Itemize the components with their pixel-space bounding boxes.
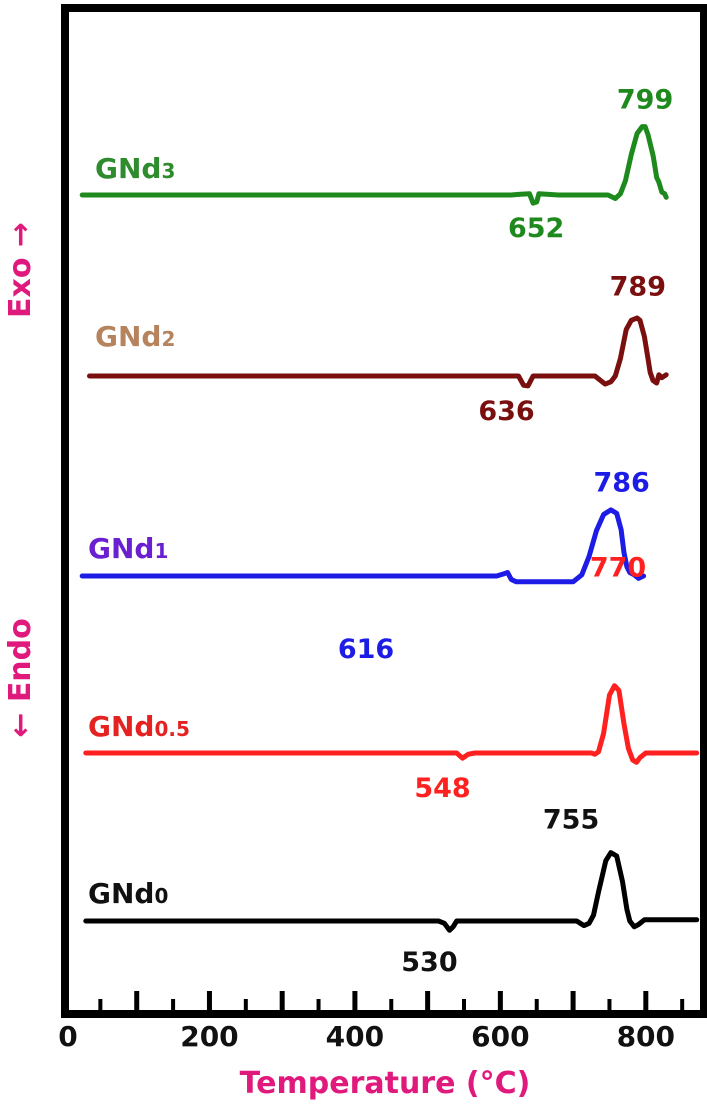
peak-temperature-label: 530	[401, 947, 457, 978]
x-tick	[534, 999, 539, 1014]
peak-temperature-label: 616	[338, 634, 394, 665]
x-tick	[680, 999, 685, 1014]
x-tick	[98, 999, 103, 1014]
peak-temperature-label: 548	[414, 773, 470, 804]
series-name-label: GNd0	[88, 877, 168, 910]
series-GNd1: GNd1 616 786	[79, 468, 650, 665]
series-name-label: GNd2	[95, 320, 175, 353]
peak-temperature-label: 789	[610, 272, 666, 303]
x-tick-label: 200	[180, 1020, 238, 1053]
plot-frame	[61, 4, 707, 1018]
x-tick	[279, 991, 285, 1014]
y-axis-label-endo: ← Endo	[3, 618, 38, 738]
x-tick-label: 400	[326, 1020, 384, 1053]
x-tick-label: 600	[471, 1020, 529, 1053]
x-tick	[206, 991, 212, 1014]
series-name-label: GNd3	[95, 152, 175, 185]
series-line	[79, 124, 669, 206]
series-line	[87, 315, 669, 389]
x-tick	[497, 991, 503, 1014]
x-tick	[352, 991, 358, 1014]
x-ticks	[98, 991, 685, 1014]
x-tick	[462, 999, 466, 1014]
x-tick	[171, 999, 176, 1014]
peak-temperature-label: 770	[590, 553, 646, 584]
peak-temperature-label: 786	[593, 468, 649, 499]
series-layer: GNd3 652 799 GNd2 636 789 GNd1 616 786 GNd0.5 548 7…	[79, 85, 700, 978]
peak-temperature-label: 799	[617, 85, 673, 116]
series-name-label: GNd0.5	[88, 710, 190, 743]
x-tick	[643, 991, 649, 1014]
series-line	[83, 683, 700, 765]
series-line	[79, 507, 647, 585]
series-line	[83, 850, 700, 933]
x-axis-title: Temperature (°C)	[240, 1066, 531, 1101]
x-tick	[243, 999, 248, 1014]
x-tick	[316, 999, 321, 1014]
x-tick	[134, 991, 140, 1014]
x-tick-labels: 0 200 400 600 800	[58, 1020, 675, 1053]
peak-temperature-label: 636	[478, 396, 534, 427]
x-tick	[607, 999, 612, 1014]
peak-temperature-label: 755	[543, 805, 599, 836]
x-tick	[389, 999, 394, 1014]
x-tick	[570, 991, 576, 1014]
series-GNd2: GNd2 636 789	[87, 272, 669, 427]
series-GNd3: GNd3 652 799	[79, 85, 673, 244]
series-name-label: GNd1	[88, 532, 168, 565]
x-tick-label: 0	[58, 1020, 77, 1053]
x-tick-label: 800	[617, 1020, 675, 1053]
series-GNd0.5: GNd0.5 548 770	[83, 553, 700, 804]
series-GNd0: GNd0 530 755	[83, 805, 700, 978]
y-axis-label-exo: Exo →	[3, 222, 38, 318]
x-tick	[425, 991, 431, 1014]
peak-temperature-label: 652	[508, 213, 564, 244]
